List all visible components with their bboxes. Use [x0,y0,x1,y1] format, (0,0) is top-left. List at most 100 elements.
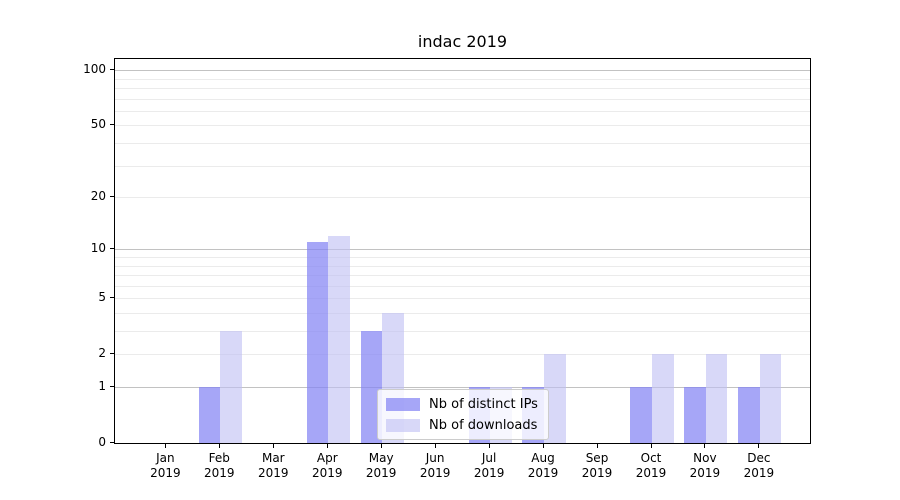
x-tickmark [650,444,652,448]
x-tick-label-line: 2019 [258,466,289,480]
x-tick-label-line: Jul [481,451,497,465]
x-tick-label-line: 2019 [635,466,667,480]
bar-distinct-ips-nov [684,387,706,443]
x-tick-label-line: Mar [261,451,285,465]
x-tickmark [596,444,598,448]
x-tick-label: Oct 2019 [619,451,683,481]
y-tickmark [110,441,114,443]
y-tickmark [110,195,114,197]
x-tick-label-line: Apr [316,451,338,465]
y-gridline-major [115,70,810,72]
y-tick-label: 0 [98,435,106,449]
x-tick-label-line: 2019 [365,466,397,480]
x-tick-label: Nov 2019 [673,451,737,481]
x-tick-label-line: Feb [208,451,230,465]
y-tickmark [110,68,114,70]
bar-downloads-oct [652,354,674,443]
y-gridline-minor [115,197,810,199]
legend-label-distinct-ips: Nb of distinct IPs [429,396,538,412]
y-tick-label: 20 [90,189,106,204]
x-tick-label-line: Dec [747,451,771,465]
y-gridline-major [115,249,810,251]
x-tick-label-line: 2019 [527,466,559,480]
y-gridline-minor [115,275,810,276]
y-tickmark [110,352,114,354]
x-tickmark [272,444,274,448]
x-tick-label-line: Jan [156,451,175,465]
x-tick-label-line: 2019 [581,466,613,480]
y-tick-label: 2 [98,346,106,361]
x-tick-label-line: Aug [531,451,555,465]
bar-downloads-nov [705,354,728,443]
bar-distinct-ips-apr [306,242,329,443]
y-gridline-minor [115,143,810,144]
x-tick-label: Jul 2019 [457,451,521,481]
x-tickmark [488,444,490,448]
legend-item-distinct-ips: Nb of distinct IPs [386,395,538,413]
bar-downloads-aug [544,354,566,443]
bar-distinct-ips-oct [630,387,652,443]
x-tick-label-line: Nov [693,451,717,465]
y-gridline-minor [115,331,810,332]
y-gridline-minor [115,78,810,80]
legend-swatch-distinct-ips [386,397,420,411]
y-gridline-minor [115,88,810,89]
y-gridline-minor [115,265,810,267]
y-tick-label: 5 [98,290,106,305]
x-tickmark [704,444,706,448]
x-tick-label-line: Oct [640,451,662,465]
legend-item-downloads: Nb of downloads [386,416,538,434]
x-tick-label-line: 2019 [473,466,505,480]
x-tick-label-line: 2019 [689,466,721,480]
x-tick-label: Aug 2019 [511,451,575,481]
y-gridline-minor [115,285,810,287]
legend-label-downloads: Nb of downloads [429,417,538,433]
x-tickmark [434,444,436,448]
x-tickmark [380,444,382,448]
y-gridline-minor [115,257,810,258]
x-tickmark [164,444,166,448]
x-tick-label-line: 2019 [150,466,181,480]
legend: Nb of distinct IPs Nb of downloads [377,389,549,440]
y-tickmark [110,123,114,125]
bar-distinct-ips-dec [738,387,760,443]
x-tick-label: Mar 2019 [241,451,305,481]
x-tick-label-line: 2019 [204,466,235,480]
x-tickmark [218,444,220,448]
bar-downloads-feb [220,331,242,443]
x-tick-label: Feb 2019 [187,451,251,481]
y-gridline-minor [115,110,810,112]
y-gridline-minor [115,165,810,167]
x-tick-label: May 2019 [349,451,413,481]
bar-downloads-apr [328,235,350,443]
x-tick-label: Jan 2019 [133,451,197,481]
y-tickmark [110,296,114,298]
y-tickmark [110,385,114,387]
bar-downloads-dec [759,354,782,443]
x-tick-label: Dec 2019 [727,451,791,481]
x-tick-label-line: May [368,451,394,465]
x-tick-label-line: 2019 [312,466,343,480]
x-tick-label: Sep 2019 [565,451,629,481]
x-tick-label-line: 2019 [743,466,775,480]
y-gridline-minor [115,313,810,314]
legend-swatch-downloads [386,418,420,432]
y-tick-label: 1 [98,379,106,393]
y-gridline-minor [115,354,810,356]
x-tick-label: Jun 2019 [403,451,467,481]
y-tickmark [110,247,114,249]
x-tick-label-line: Jun [425,451,445,465]
x-tick-label-line: 2019 [419,466,451,480]
y-gridline-minor [115,298,810,300]
x-tick-label: Apr 2019 [295,451,359,481]
y-tick-label: 100 [83,62,106,77]
x-tick-label-line: Sep [585,451,609,465]
y-tick-label: 50 [90,117,106,132]
bar-distinct-ips-feb [198,387,221,443]
y-gridline-minor [115,125,810,127]
x-tickmark [542,444,544,448]
bar-distinct-ips-may [360,331,383,443]
x-tickmark [758,444,760,448]
plot-area [114,58,811,444]
chart-title: indac 2019 [417,32,508,51]
